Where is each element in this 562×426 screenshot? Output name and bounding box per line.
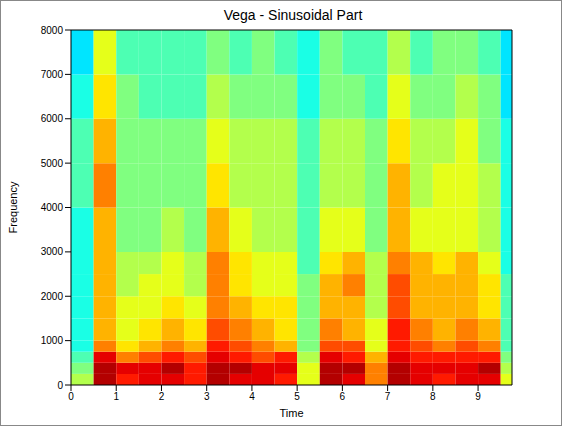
svg-text:7000: 7000 [41, 69, 64, 80]
svg-text:6000: 6000 [41, 113, 64, 124]
svg-text:4: 4 [249, 391, 255, 402]
svg-text:8: 8 [430, 391, 436, 402]
svg-text:3: 3 [204, 391, 210, 402]
svg-text:Frequency: Frequency [7, 181, 19, 233]
svg-text:9: 9 [475, 391, 481, 402]
svg-text:Time: Time [279, 407, 303, 419]
svg-text:5: 5 [294, 391, 300, 402]
svg-text:6: 6 [340, 391, 346, 402]
html-text:Vega - Sinusoidal Part: Vega - Sinusoidal Part [223, 7, 363, 23]
svg-text:8000: 8000 [41, 25, 64, 36]
svg-text:4000: 4000 [41, 202, 64, 213]
svg-text:5000: 5000 [41, 158, 64, 169]
svg-text:3000: 3000 [41, 246, 64, 257]
svg-text:2000: 2000 [41, 291, 64, 302]
svg-text:0: 0 [68, 391, 74, 402]
svg-text:7: 7 [385, 391, 391, 402]
svg-text:1000: 1000 [41, 335, 64, 346]
svg-text:2: 2 [159, 391, 165, 402]
svg-text:1: 1 [113, 391, 119, 402]
svg-text:0: 0 [57, 380, 63, 391]
